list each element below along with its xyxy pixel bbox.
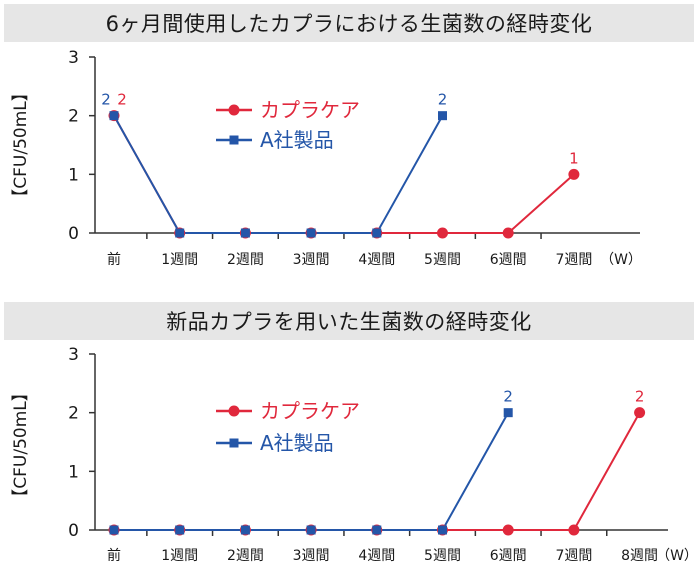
data-point [568, 524, 580, 536]
y-tick-label: 0 [68, 521, 79, 541]
plot-area: 0 1 2 3 前 1週間 2週間 3週間 4週間 5週間 6週間 7週間 （W） 【CFU/50mL】 2… [11, 48, 642, 268]
y-tick-label: 2 [68, 404, 79, 424]
x-tick-label: 3週間 [293, 252, 330, 268]
y-axis-label: 【CFU/50mL】 [11, 384, 31, 505]
chart-title: 新品カプラを用いた生菌数の経時変化 [4, 302, 694, 340]
y-tick-label: 1 [68, 462, 79, 482]
x-axis-unit: （W） [656, 548, 698, 564]
y-tick-label: 2 [68, 107, 79, 127]
data-point [109, 111, 119, 121]
x-tick-label: 3週間 [293, 548, 330, 564]
data-point [438, 111, 447, 121]
data-label: 2 [438, 91, 448, 109]
data-point [306, 228, 316, 238]
chart-panel-1: 6ヶ月間使用したカプラにおける生菌数の経時変化 0 1 2 3 前 1週間 2週間 3週間 4週… [4, 4, 694, 268]
x-tick-label: 8週間 [621, 548, 658, 564]
legend-label: A社製品 [260, 128, 334, 152]
x-tick-label: 1週間 [161, 252, 198, 268]
legend-label: カプラケア [260, 399, 360, 423]
data-point [109, 525, 119, 535]
x-tick-label: 1週間 [161, 548, 198, 564]
data-point [438, 525, 447, 535]
line-chart-2: 0 1 2 3 前 1週間 2週間 3週間 4週間 5週間 6週間 7週間 8週間（W） 【CFU/50m… [11, 345, 698, 564]
legend-marker [229, 135, 239, 145]
data-point [372, 228, 382, 238]
x-tick-label: 6週間 [490, 548, 527, 564]
data-point [372, 525, 382, 535]
data-label: 2 [101, 91, 111, 109]
data-point [502, 524, 514, 536]
series-line-1 [113, 115, 444, 234]
legend-label: A社製品 [260, 431, 334, 455]
plot-area: 0 1 2 3 前 1週間 2週間 3週間 4週間 5週間 6週間 7週間 8週間（W） 【CFU/50m… [11, 345, 698, 564]
x-tick-label: 6週間 [490, 252, 527, 268]
line-chart-1: 0 1 2 3 前 1週間 2週間 3週間 4週間 5週間 6週間 7週間 （W） 【CFU/50mL】 2… [11, 48, 642, 268]
data-point [437, 227, 448, 239]
x-tick-label: 5週間 [424, 548, 461, 564]
y-tick-label: 3 [68, 48, 79, 68]
data-label: 2 [635, 388, 645, 406]
data-label: 2 [117, 91, 127, 109]
legend-marker [229, 438, 239, 448]
y-axis-label: 【CFU/50mL】 [11, 84, 31, 205]
data-point [568, 168, 580, 180]
series-line-0 [113, 115, 575, 234]
x-tick-label: 2週間 [227, 548, 264, 564]
y-tick-label: 3 [68, 345, 79, 365]
series-line-0 [114, 412, 641, 531]
legend-marker [228, 104, 240, 116]
y-tick-label: 0 [68, 224, 79, 244]
data-label: 1 [569, 149, 579, 167]
chart-title: 6ヶ月間使用したカプラにおける生菌数の経時変化 [4, 4, 694, 42]
data-point [240, 525, 250, 535]
x-tick-label: 4週間 [358, 548, 395, 564]
x-tick-label: 7週間 [555, 548, 592, 564]
data-point [306, 525, 316, 535]
x-tick-label: 前 [107, 547, 121, 564]
data-point [175, 228, 185, 238]
x-axis-unit: （W） [600, 252, 642, 268]
legend-label: カプラケア [260, 98, 360, 122]
data-point [240, 228, 250, 238]
x-tick-label: 4週間 [358, 252, 395, 268]
x-tick-label: 前 [107, 251, 121, 268]
data-point [502, 227, 514, 239]
data-point [634, 407, 646, 419]
y-tick-label: 1 [68, 165, 79, 185]
legend-marker [228, 405, 240, 417]
chart-panel-2: 新品カプラを用いた生菌数の経時変化 0 1 2 3 前 1週間 2週間 3週間 4週間 5週間 6週… [0, 290, 698, 570]
data-point [503, 408, 513, 418]
data-label: 2 [503, 388, 513, 406]
data-point [175, 525, 185, 535]
x-tick-label: 5週間 [424, 252, 461, 268]
x-tick-label: 7週間 [555, 252, 592, 268]
x-tick-label: 2週間 [227, 252, 264, 268]
